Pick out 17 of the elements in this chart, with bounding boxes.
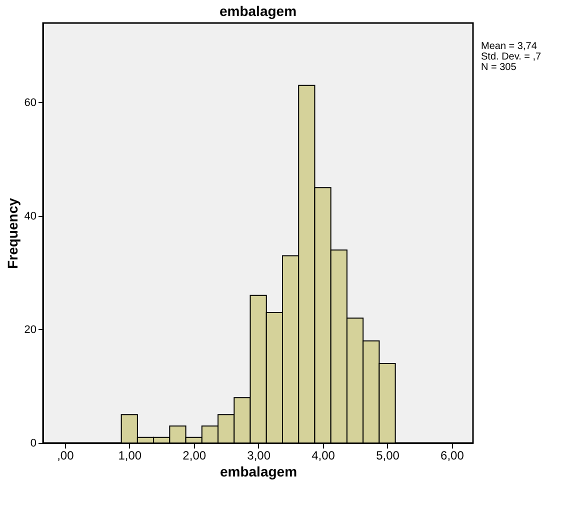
y-axis-title: Frequency: [4, 198, 20, 269]
text: Mean = 3,74: [481, 41, 538, 52]
x-tick-label: ,00: [57, 448, 74, 462]
x-tick-label: 5,00: [376, 448, 400, 462]
x-tick-label: 2,00: [182, 448, 206, 462]
y-tick-label: 40: [24, 210, 36, 222]
chart-title: embalagem: [219, 3, 297, 19]
x-tick-label: 1,00: [118, 448, 142, 462]
y-tick-label: 60: [24, 96, 36, 109]
x-tick-label: 4,00: [312, 448, 336, 462]
x-axis-title: embalagem: [220, 464, 298, 480]
text: N = 305: [481, 62, 517, 73]
x-tick-label: 3,00: [247, 448, 271, 462]
y-tick-label: 0: [30, 438, 36, 450]
x-tick-label: 6,00: [440, 448, 464, 462]
y-tick-label: 20: [24, 324, 36, 336]
text: Std. Dev. = ,7: [481, 52, 542, 62]
